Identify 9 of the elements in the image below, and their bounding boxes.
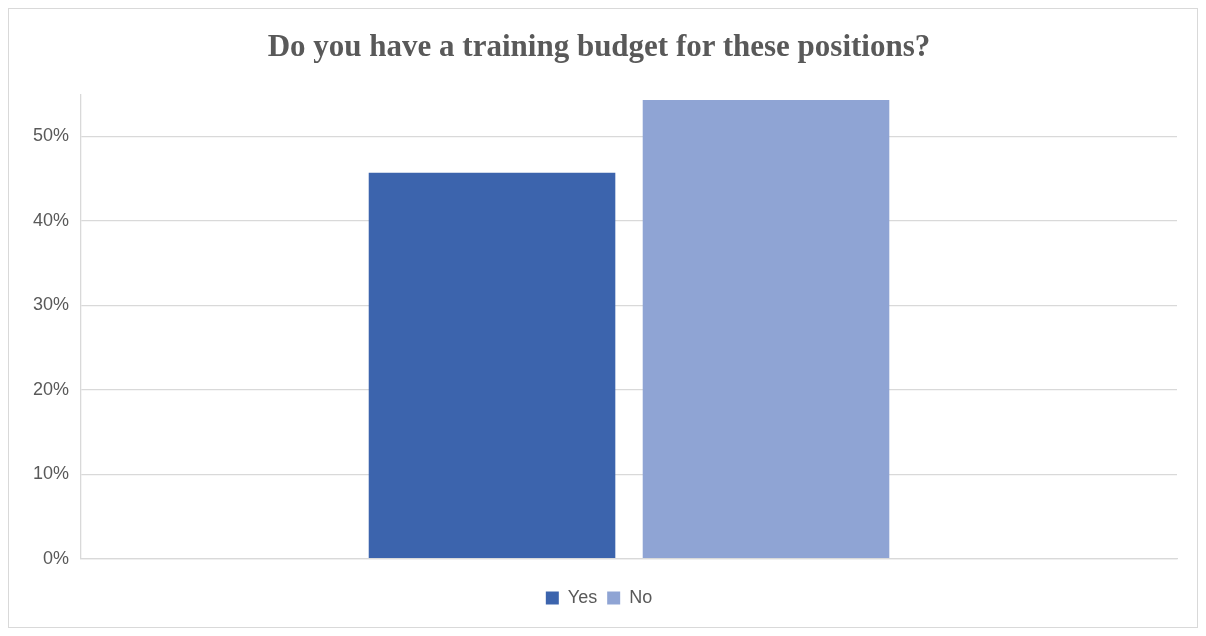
y-tick-label: 30% — [33, 294, 70, 315]
y-tick-label: 50% — [33, 125, 70, 146]
legend-label: No — [629, 586, 653, 607]
y-tick-label: 0% — [43, 547, 70, 568]
y-tick-label: 20% — [33, 378, 70, 399]
y-tick-label: 40% — [33, 209, 70, 230]
y-tick-label: 10% — [33, 463, 70, 484]
legend-label: Yes — [567, 586, 598, 607]
chart-title: Do you have a training budget for these positions? — [267, 27, 931, 63]
